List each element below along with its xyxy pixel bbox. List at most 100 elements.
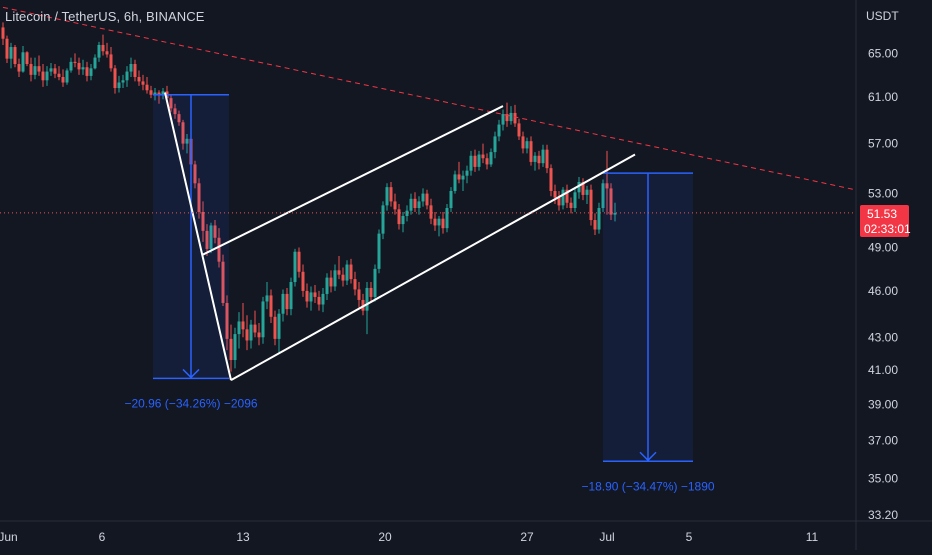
candle bbox=[565, 184, 569, 209]
candle-body bbox=[609, 188, 613, 215]
candle-body bbox=[425, 193, 429, 206]
candle-body bbox=[201, 211, 205, 231]
candle bbox=[369, 282, 373, 303]
candle-body bbox=[161, 91, 165, 95]
candle bbox=[465, 165, 469, 184]
candle bbox=[53, 64, 57, 79]
candle-body bbox=[329, 277, 333, 287]
time-tick-label: 27 bbox=[520, 530, 534, 544]
candle-body bbox=[529, 141, 533, 162]
candle bbox=[129, 57, 133, 78]
candle bbox=[393, 193, 397, 215]
candle-body bbox=[17, 64, 21, 72]
candle-body bbox=[577, 182, 581, 193]
candle-body bbox=[337, 270, 341, 275]
candle bbox=[37, 55, 41, 76]
candle bbox=[313, 284, 317, 303]
time-tick-label: Jun bbox=[0, 530, 18, 544]
candle bbox=[541, 144, 545, 167]
time-tick-label: 6 bbox=[99, 530, 106, 544]
candle bbox=[597, 202, 601, 234]
measure-label: −20.96 (−34.26%) −2096 bbox=[124, 396, 257, 410]
candle-body bbox=[285, 293, 289, 310]
candle-body bbox=[469, 155, 473, 171]
candle-body bbox=[573, 192, 577, 209]
candle bbox=[109, 47, 113, 72]
candle-body bbox=[593, 220, 597, 230]
candle-body bbox=[597, 208, 601, 230]
candle bbox=[557, 191, 561, 211]
candle-body bbox=[445, 208, 449, 229]
candle-body bbox=[133, 64, 137, 78]
candle bbox=[357, 282, 361, 308]
candle bbox=[229, 324, 233, 372]
candle bbox=[213, 220, 217, 244]
candle bbox=[257, 323, 261, 346]
candle bbox=[529, 136, 533, 166]
candle bbox=[13, 44, 17, 68]
candle-body bbox=[73, 61, 77, 63]
candle bbox=[469, 150, 473, 176]
candle bbox=[261, 296, 265, 344]
candle-body bbox=[613, 212, 617, 215]
candle-body bbox=[357, 289, 361, 300]
measure-tools: −20.96 (−34.26%) −2096 −18.90 (−34.47%) −… bbox=[124, 94, 715, 493]
candle-body bbox=[429, 205, 433, 219]
candle-body bbox=[241, 321, 245, 330]
candle bbox=[425, 189, 429, 210]
candle-body bbox=[105, 51, 109, 55]
candle-body bbox=[497, 124, 501, 137]
currency-label: USDT bbox=[866, 9, 899, 23]
candle-body bbox=[409, 198, 413, 211]
candle-body bbox=[37, 66, 41, 72]
candle bbox=[553, 184, 557, 205]
candle bbox=[329, 270, 333, 293]
candle-body bbox=[541, 149, 545, 164]
candle-body bbox=[25, 52, 29, 65]
candle bbox=[353, 271, 357, 296]
candle bbox=[305, 283, 309, 308]
candle bbox=[57, 66, 61, 81]
candle bbox=[601, 179, 605, 212]
candle-body bbox=[289, 282, 293, 310]
candle-body bbox=[261, 301, 265, 338]
candle bbox=[441, 211, 445, 234]
symbol-title[interactable]: Litecoin / TetherUS, 6h, BINANCE bbox=[5, 9, 205, 24]
candle bbox=[549, 164, 553, 197]
candle bbox=[89, 64, 93, 81]
candle-body bbox=[477, 154, 481, 167]
candle bbox=[429, 198, 433, 225]
candle-body bbox=[325, 277, 329, 294]
candle-body bbox=[169, 98, 173, 109]
candle bbox=[293, 248, 297, 287]
measure-tool: −20.96 (−34.26%) −2096 bbox=[124, 94, 258, 410]
candle bbox=[581, 178, 585, 201]
candle-body bbox=[245, 329, 249, 341]
candle-body bbox=[569, 202, 573, 209]
candle-body bbox=[485, 158, 489, 165]
candle-body bbox=[565, 189, 569, 203]
candle-body bbox=[173, 108, 177, 115]
candle-body bbox=[185, 138, 189, 144]
candle bbox=[341, 267, 345, 287]
candle bbox=[585, 185, 589, 205]
candle bbox=[521, 131, 525, 154]
candle-body bbox=[109, 54, 113, 69]
channel-upper-line bbox=[202, 105, 504, 256]
candle bbox=[45, 66, 49, 86]
candle-body bbox=[501, 114, 505, 125]
candle-body bbox=[81, 67, 85, 70]
candle bbox=[493, 131, 497, 159]
candle-body bbox=[257, 332, 261, 338]
candle-body bbox=[177, 114, 181, 123]
price-tick-label: 46.00 bbox=[868, 284, 898, 298]
candle bbox=[93, 54, 97, 70]
candle-body bbox=[305, 290, 309, 302]
candle-body bbox=[365, 287, 369, 311]
candles bbox=[1, 22, 617, 372]
candle bbox=[65, 68, 69, 85]
candle bbox=[297, 247, 301, 278]
